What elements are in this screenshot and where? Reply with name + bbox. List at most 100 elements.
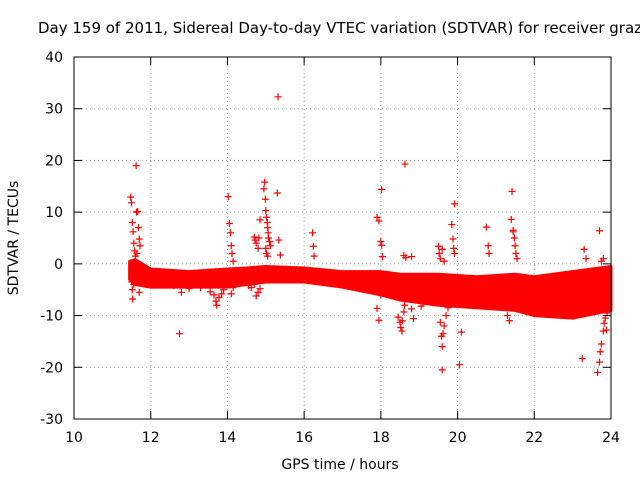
data-point <box>266 238 274 246</box>
data-point <box>262 244 270 252</box>
y-tick-label: 20 <box>45 153 63 169</box>
data-point <box>129 295 137 303</box>
data-point <box>438 366 446 374</box>
data-point <box>408 305 416 313</box>
data-point <box>398 327 406 335</box>
grid-lines <box>74 57 611 419</box>
data-point <box>457 328 465 336</box>
data-point <box>596 348 604 356</box>
data-point <box>274 93 282 101</box>
data-point <box>227 290 235 298</box>
data-point <box>398 317 406 325</box>
data-point <box>134 208 142 216</box>
data-point <box>128 199 136 207</box>
data-series <box>127 93 613 376</box>
data-point <box>599 327 607 335</box>
data-point <box>503 312 511 320</box>
data-point <box>444 304 452 312</box>
data-point <box>485 250 493 258</box>
data-point <box>261 178 269 186</box>
data-point <box>229 257 237 265</box>
data-point <box>254 244 262 252</box>
data-point <box>225 220 233 228</box>
data-point <box>450 244 458 252</box>
chart-title: Day 159 of 2011, Sidereal Day-to-day VTE… <box>38 19 640 37</box>
data-point <box>594 368 602 376</box>
data-point <box>251 236 259 244</box>
y-tick-label: -30 <box>40 412 63 428</box>
y-axis-label: SDTVAR / TECUs <box>6 181 22 296</box>
data-point <box>580 245 588 253</box>
data-point <box>250 281 258 289</box>
y-tick-label: 0 <box>54 257 63 273</box>
data-point <box>226 229 234 237</box>
data-point <box>440 322 448 330</box>
y-tick-label: -20 <box>40 360 63 376</box>
data-point <box>309 242 317 250</box>
data-point <box>135 288 143 296</box>
data-point <box>261 195 269 203</box>
data-point <box>197 284 205 292</box>
axes: 10 12 14 16 18 20 22 24 -30 -20 -10 0 10 20 30 40 <box>40 50 620 446</box>
data-point <box>442 312 450 320</box>
data-point <box>402 254 410 262</box>
data-point <box>377 291 385 299</box>
data-point <box>135 235 143 243</box>
x-tick-label: 24 <box>602 430 620 446</box>
data-point <box>417 302 425 310</box>
data-point <box>582 255 590 263</box>
data-point <box>255 234 263 242</box>
data-point <box>378 253 386 261</box>
data-point <box>264 234 272 242</box>
data-point <box>252 239 260 247</box>
data-point <box>128 286 136 294</box>
data-point <box>276 251 284 259</box>
dense-point-band <box>128 258 613 320</box>
y-tick-label: 10 <box>45 205 63 221</box>
data-point <box>137 275 145 283</box>
data-point <box>275 236 283 244</box>
x-axis-label: GPS time / hours <box>281 457 398 473</box>
x-tick-label: 16 <box>295 430 313 446</box>
data-point <box>247 284 255 292</box>
data-point <box>177 288 185 296</box>
data-point <box>212 297 220 305</box>
data-point <box>509 226 517 234</box>
data-point <box>215 293 223 301</box>
data-point <box>451 200 459 208</box>
data-point <box>377 238 385 246</box>
data-point <box>510 234 518 242</box>
data-point <box>250 233 258 241</box>
data-point <box>136 242 144 250</box>
data-point <box>505 317 513 325</box>
data-point <box>134 265 142 273</box>
data-point <box>375 316 383 324</box>
data-point <box>440 257 448 265</box>
data-point <box>512 250 520 258</box>
data-point <box>213 301 221 309</box>
data-point <box>210 291 218 299</box>
data-point <box>228 250 236 258</box>
data-point <box>375 217 383 225</box>
data-point <box>508 187 516 195</box>
data-point <box>419 299 427 307</box>
data-point <box>595 227 603 235</box>
data-point <box>273 189 281 197</box>
data-point <box>394 313 402 321</box>
x-tick-label: 10 <box>65 430 83 446</box>
data-point <box>602 326 610 334</box>
data-point <box>220 286 228 294</box>
data-point <box>252 292 260 300</box>
data-point <box>434 242 442 250</box>
data-point <box>439 330 447 338</box>
data-point <box>225 275 233 283</box>
data-point <box>397 323 405 331</box>
data-point <box>438 343 446 351</box>
data-point <box>256 216 264 224</box>
data-point <box>262 207 270 215</box>
data-point <box>266 242 274 250</box>
data-point <box>449 235 457 243</box>
data-point <box>227 242 235 250</box>
y-tick-label: 30 <box>45 102 63 118</box>
